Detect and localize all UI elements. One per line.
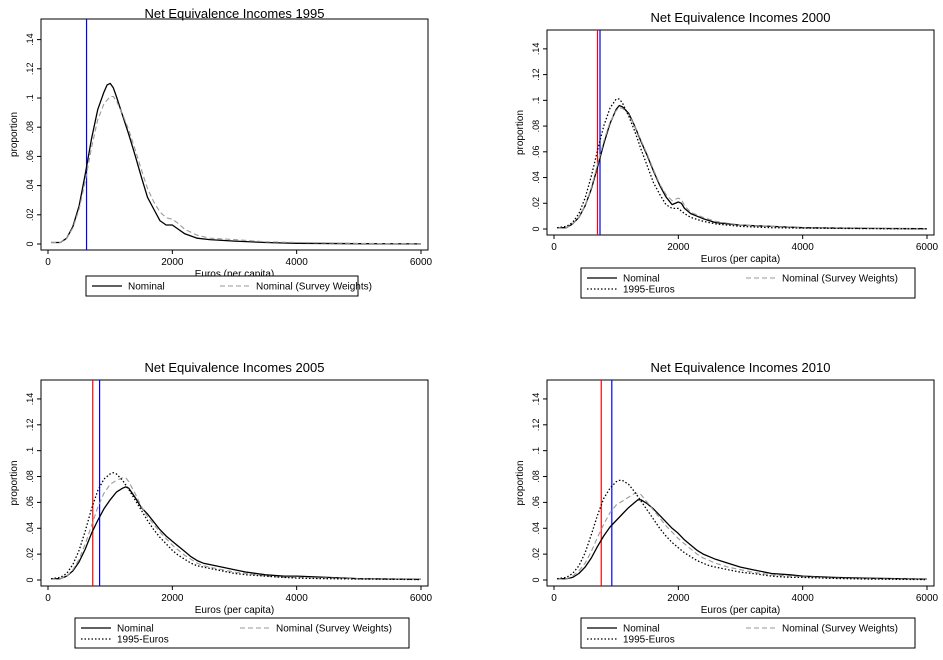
x-tick-label: 4000: [792, 242, 815, 253]
chart-title: Net Equivalence Incomes 2010: [651, 360, 831, 375]
x-tick-label: 0: [45, 257, 51, 268]
y-tick-label: .1: [25, 94, 35, 102]
y-tick-label: .06: [531, 146, 541, 159]
y-tick-label: .12: [25, 63, 35, 76]
x-tick-label: 6000: [410, 593, 433, 604]
x-tick-label: 4000: [286, 257, 309, 268]
series-line-solid: [51, 82, 422, 245]
chart-panel-4: Net Equivalence Incomes 2010 0 .02 .04 .06 .0…: [515, 360, 939, 649]
y-tick-label: .06: [531, 496, 541, 509]
y-axis-label: proportion: [515, 460, 526, 505]
y-tick-label: .04: [25, 179, 35, 192]
chart-panel-1: Net Equivalence Incomes 1995 0 .02 .04 .06 .0…: [9, 6, 433, 297]
series-line-dotted: [557, 479, 928, 581]
legend-label: 1995-Euros: [623, 635, 675, 646]
chart-panel-3: Net Equivalence Incomes 2005 0 .02 .04 .06 .0…: [9, 360, 433, 649]
y-axis-label: proportion: [9, 112, 20, 157]
y-tick-label: .06: [25, 496, 35, 509]
plot-area: [40, 18, 429, 251]
legend: Nominal Nominal (Survey Weights): [85, 275, 372, 297]
series-line-dotted: [557, 98, 928, 230]
x-tick-label: 6000: [410, 257, 433, 268]
y-tick-label: .1: [531, 97, 541, 105]
legend-label: 1995-Euros: [117, 635, 169, 646]
x-tick-label: 0: [551, 593, 557, 604]
y-tick-label: .14: [531, 43, 541, 56]
legend: Nominal Nominal (Survey Weights) 1995-Euro…: [580, 617, 916, 649]
legend-label: Nominal (Survey Weights): [782, 624, 898, 635]
legend-label: 1995-Euros: [623, 285, 675, 296]
x-tick-label: 0: [551, 242, 557, 253]
y-tick-label: .04: [531, 522, 541, 535]
legend-box: [580, 267, 916, 299]
y-tick-label: .14: [25, 393, 35, 406]
x-tick-label: 2000: [161, 257, 184, 268]
y-tick-label: 0: [25, 241, 35, 246]
legend-label: Nominal: [623, 624, 660, 635]
series-line-dashed: [51, 477, 422, 581]
chart-panel-2: Net Equivalence Incomes 2000 0 .02 .04 .06 .0…: [515, 10, 939, 299]
chart-title: Net Equivalence Incomes 2000: [651, 10, 831, 25]
x-tick-label: 6000: [916, 593, 939, 604]
series-line-solid: [51, 486, 422, 581]
x-tick-label: 2000: [667, 242, 690, 253]
x-tick-label: 6000: [916, 242, 939, 253]
y-tick-label: .08: [25, 470, 35, 483]
y-tick-label: 0: [531, 226, 541, 231]
series-line-dashed: [557, 107, 928, 230]
x-axis-label: Euros (per capita): [195, 269, 274, 280]
y-tick-label: .1: [531, 447, 541, 455]
y-tick-label: .08: [25, 121, 35, 134]
y-tick-label: .04: [531, 171, 541, 184]
plot-area: [546, 29, 935, 236]
legend-label: Nominal (Survey Weights): [782, 274, 898, 285]
series-line-solid: [557, 104, 928, 230]
y-tick-label: .14: [531, 393, 541, 406]
legend-label: Nominal: [623, 274, 660, 285]
y-axis-label: proportion: [515, 110, 526, 155]
x-tick-label: 2000: [161, 593, 184, 604]
legend-label: Nominal: [128, 282, 165, 293]
x-tick-label: 4000: [286, 593, 309, 604]
legend-label: Nominal (Survey Weights): [256, 282, 372, 293]
plot-area: [546, 379, 935, 587]
y-axis-label: proportion: [9, 460, 20, 505]
y-tick-label: .02: [531, 548, 541, 561]
y-tick-label: .08: [531, 120, 541, 133]
y-tick-label: .02: [25, 548, 35, 561]
y-tick-label: .12: [531, 68, 541, 81]
plot-area: [40, 379, 429, 587]
y-tick-label: .06: [25, 150, 35, 163]
y-tick-label: .02: [531, 197, 541, 210]
x-axis-label: Euros (per capita): [195, 605, 274, 616]
series-line-dashed: [51, 95, 422, 245]
y-tick-label: .14: [25, 33, 35, 46]
x-axis-label: Euros (per capita): [701, 605, 780, 616]
legend: Nominal Nominal (Survey Weights) 1995-Euro…: [580, 267, 916, 299]
legend-label: Nominal (Survey Weights): [276, 624, 392, 635]
y-tick-label: .12: [531, 419, 541, 432]
x-tick-label: 4000: [792, 593, 815, 604]
y-tick-label: .08: [531, 470, 541, 483]
y-tick-label: .12: [25, 419, 35, 432]
y-tick-label: 0: [531, 577, 541, 582]
chart-title: Net Equivalence Incomes 2005: [145, 360, 325, 375]
y-tick-label: .02: [25, 209, 35, 222]
series-line-solid: [557, 499, 928, 580]
series-line-dashed: [557, 492, 928, 580]
y-tick-label: 0: [25, 577, 35, 582]
x-tick-label: 2000: [667, 593, 690, 604]
x-tick-label: 0: [45, 593, 51, 604]
legend: Nominal Nominal (Survey Weights) 1995-Euro…: [74, 617, 410, 649]
chart-title: Net Equivalence Incomes 1995: [145, 6, 325, 21]
y-tick-label: .1: [25, 447, 35, 455]
x-axis-label: Euros (per capita): [701, 254, 780, 265]
legend-box: [74, 617, 410, 649]
legend-box: [580, 617, 916, 649]
y-tick-label: .04: [25, 522, 35, 535]
series-line-dotted: [51, 472, 422, 581]
legend-label: Nominal: [117, 624, 154, 635]
